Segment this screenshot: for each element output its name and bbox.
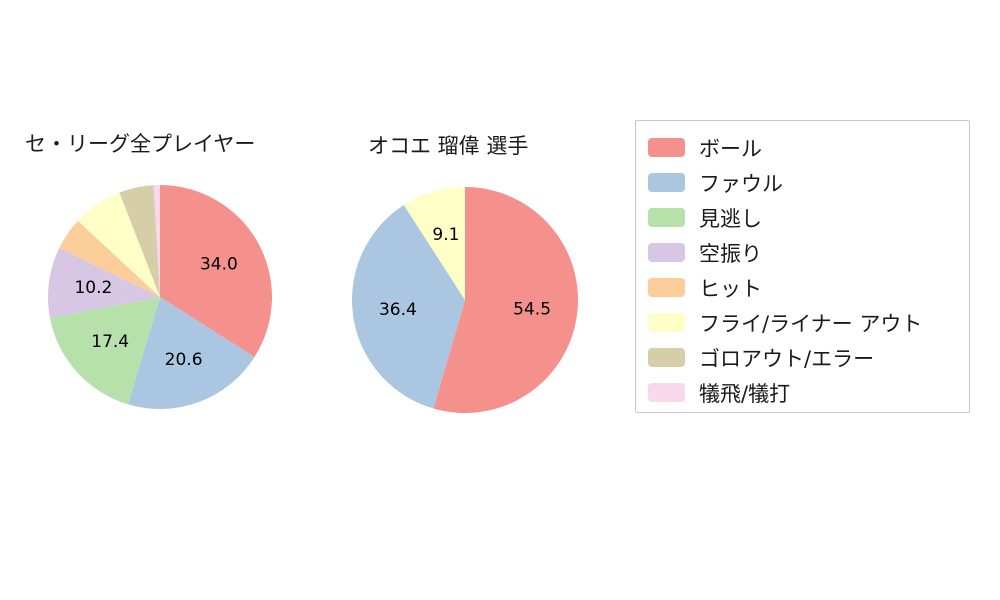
legend-item: フライ/ライナー アウト (648, 305, 969, 340)
left-pie-title: セ・リーグ全プレイヤー (25, 132, 256, 156)
pie-1-value-label: 9.1 (432, 225, 459, 245)
pie-0-slice (59, 220, 160, 297)
legend-item: ゴロアウト/エラー (648, 340, 969, 375)
legend-label: 犠飛/犠打 (699, 381, 791, 406)
pie-1-value-label: 36.4 (379, 300, 417, 320)
pie-0-value-label: 10.2 (74, 278, 112, 298)
legend-color-swatch (648, 173, 685, 192)
pie-0-slice (49, 297, 161, 405)
pie-0-slice (77, 192, 160, 297)
legend: ボールファウル見逃し空振りヒットフライ/ライナー アウト ゴロアウト/エラー 犠飛/… (635, 120, 970, 413)
legend-item: ヒット (648, 270, 969, 305)
pie-1-slice (403, 187, 465, 300)
legend-item: 空振り (648, 235, 969, 270)
legend-label: ボール (699, 136, 762, 161)
legend-label: ヒット (699, 276, 762, 301)
legend-color-swatch (648, 208, 685, 227)
legend-label: フライ/ライナー アウト (699, 311, 923, 336)
legend-label: 見逃し (699, 206, 762, 231)
legend-color-swatch (648, 278, 685, 297)
pie-0-value-label: 20.6 (165, 350, 203, 370)
pie-0-value-label: 17.4 (91, 332, 129, 352)
legend-color-swatch (648, 243, 685, 262)
legend-item: 犠飛/犠打 (648, 375, 969, 410)
pie-0-slice (119, 185, 160, 297)
pie-0-slice (160, 185, 272, 358)
pie-0-value-label: 34.0 (200, 255, 238, 275)
pie-0-slice (153, 185, 160, 297)
legend-label: ファウル (699, 171, 783, 196)
legend-color-swatch (648, 313, 685, 332)
legend-color-swatch (648, 348, 685, 367)
legend-item: ボール (648, 130, 969, 165)
right-pie-title: オコエ 瑠偉 選手 (368, 134, 529, 158)
pie-1-slice (433, 187, 579, 413)
legend-item: 見逃し (648, 200, 969, 235)
legend-item: ファウル (648, 165, 969, 200)
legend-label: 空振り (699, 241, 762, 266)
pie-0-slice (128, 297, 255, 409)
pie-1-value-label: 54.5 (513, 300, 551, 320)
legend-color-swatch (648, 138, 685, 157)
pie-0-slice (47, 248, 160, 318)
legend-color-swatch (648, 383, 685, 402)
pie-1-slice (351, 204, 465, 409)
legend-label: ゴロアウト/エラー (699, 346, 875, 371)
